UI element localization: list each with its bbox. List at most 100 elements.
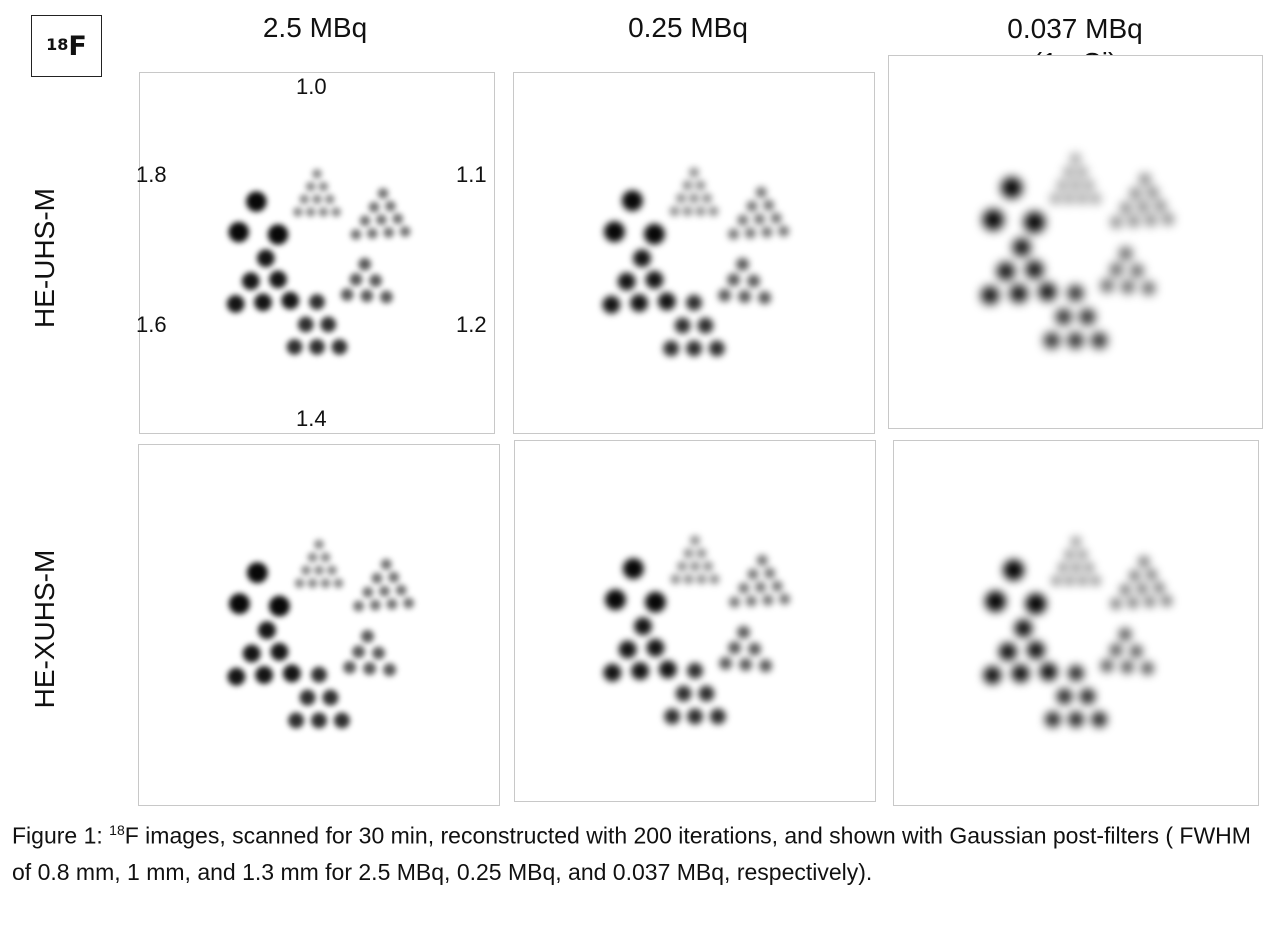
phantom-rod <box>1077 575 1088 586</box>
phantom-rod <box>1100 659 1114 673</box>
phantom-rod <box>674 317 691 334</box>
phantom-image-r1c1 <box>139 72 495 434</box>
phantom-rod <box>1070 536 1082 547</box>
phantom-rod <box>690 535 700 546</box>
phantom-rod <box>663 340 680 357</box>
phantom-rod <box>380 290 393 304</box>
phantom-rod <box>762 594 774 606</box>
caption-text: F images, scanned for 30 min, reconstruc… <box>12 822 1251 885</box>
column-header-3-label: 0.037 MBq <box>1007 13 1143 44</box>
phantom-rod <box>1120 660 1134 674</box>
phantom-rod <box>605 589 626 611</box>
phantom-rod <box>358 257 372 271</box>
phantom-rod <box>312 168 322 179</box>
phantom-rod <box>980 286 1000 305</box>
phantom-rod <box>395 584 407 596</box>
phantom-rod <box>326 565 337 576</box>
phantom-rod <box>602 295 621 314</box>
phantom-rod <box>377 188 389 199</box>
phantom-rod <box>622 558 644 580</box>
phantom-rod <box>258 621 276 640</box>
phantom-rod <box>311 666 327 683</box>
phantom-rod <box>690 561 700 572</box>
phantom-rod <box>689 167 699 178</box>
phantom-rod <box>229 593 250 615</box>
phantom-rod <box>618 640 637 659</box>
column-header-2: 0.25 MBq <box>628 12 748 43</box>
phantom-rod <box>312 194 322 205</box>
phantom-rod <box>1153 582 1165 594</box>
phantom-rod <box>728 228 740 240</box>
phantom-rod <box>736 257 749 271</box>
phantom-rod <box>1145 569 1158 581</box>
phantom-rod <box>1090 575 1101 586</box>
row-header-1: HE-UHS-M <box>29 188 60 328</box>
phantom-rod <box>1110 216 1123 228</box>
phantom-rod <box>293 207 303 217</box>
phantom-rod <box>324 194 335 205</box>
phantom-rod <box>349 273 363 286</box>
phantom-rod <box>1129 570 1141 582</box>
phantom-rod <box>299 194 310 205</box>
phantom-rod <box>1138 556 1150 568</box>
phantom-rod <box>1003 559 1025 581</box>
phantom-rod <box>227 667 246 686</box>
phantom-rod <box>697 317 714 334</box>
phantom-image-r2c3 <box>893 440 1259 806</box>
phantom-rod <box>340 288 354 302</box>
phantom-rod <box>696 574 707 585</box>
phantom-rod <box>1091 711 1108 728</box>
phantom-rod <box>368 201 380 213</box>
phantom-rod <box>281 291 300 310</box>
phantom-rod <box>1070 180 1081 191</box>
phantom-rod <box>1070 153 1081 164</box>
phantom-rod <box>747 274 761 288</box>
phantom-rod <box>242 644 261 663</box>
phantom-rod <box>320 316 337 333</box>
phantom-rod <box>708 340 725 357</box>
phantom-rod <box>748 642 762 656</box>
phantom-rod <box>1146 186 1159 199</box>
phantom-rod <box>1051 575 1062 586</box>
phantom-rod <box>1076 193 1088 204</box>
phantom-rod <box>282 664 301 683</box>
isotope-label-box: 18 F <box>31 15 102 77</box>
phantom-rod <box>352 645 366 659</box>
phantom-rod <box>701 193 712 204</box>
isotope-mass: 18 <box>46 34 69 54</box>
phantom-rod <box>1009 284 1028 303</box>
phantom-rod <box>307 552 318 563</box>
figure-caption: Figure 1: 18F images, scanned for 30 min… <box>12 812 1274 890</box>
phantom-rod <box>689 193 699 204</box>
phantom-image-r1c2 <box>513 72 875 434</box>
phantom-rod <box>359 215 371 227</box>
phantom-rod <box>630 294 649 312</box>
phantom-rod <box>307 578 318 589</box>
phantom-rod <box>228 221 249 243</box>
phantom-rod <box>320 552 331 563</box>
phantom-rod <box>985 590 1007 612</box>
phantom-rod <box>738 582 750 594</box>
phantom-rod <box>1063 193 1075 204</box>
phantom-rod <box>1079 688 1096 705</box>
phantom-rod <box>353 600 365 612</box>
phantom-rod <box>1070 562 1082 573</box>
phantom-rod <box>331 207 341 217</box>
phantom-rod <box>1144 596 1156 608</box>
phantom-rod <box>286 339 303 355</box>
phantom-rod <box>294 578 305 589</box>
phantom-rod <box>617 272 636 291</box>
phantom-rod <box>744 227 756 239</box>
phantom-rod <box>386 598 398 610</box>
phantom-rod <box>369 599 381 611</box>
phantom-image-r2c1 <box>138 444 500 806</box>
phantom-rod <box>1014 619 1033 638</box>
phantom-rod <box>1064 575 1075 586</box>
phantom-rod <box>320 578 331 589</box>
phantom-rod <box>267 224 289 245</box>
phantom-image-r1c3 <box>888 55 1263 429</box>
phantom-rod <box>737 214 749 226</box>
phantom-rod <box>270 642 289 661</box>
phantom-rod <box>241 272 260 290</box>
phantom-rod <box>388 571 400 583</box>
